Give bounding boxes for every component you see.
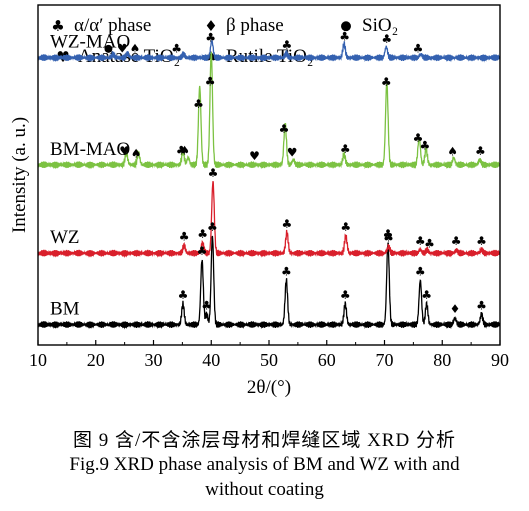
- peak-marker-alpha-phase: ♣: [424, 237, 435, 251]
- peak-marker-alpha-phase: ♣: [415, 264, 426, 278]
- peak-marker-alpha-phase: ♣: [383, 227, 394, 241]
- peak-marker-alpha-phase: ♣: [178, 288, 189, 302]
- series-label-bm: BM: [50, 299, 80, 320]
- peak-marker-alpha-phase: ♣: [201, 298, 212, 312]
- peak-marker-alpha-phase: ♣: [381, 75, 392, 89]
- peak-marker-alpha-phase: ♣: [476, 298, 487, 312]
- series-line-bm: [37, 235, 501, 330]
- peak-marker-alpha-phase: ♣: [208, 166, 219, 180]
- x-tick-label: 90: [491, 350, 509, 370]
- peak-marker-alpha-phase: ♣: [282, 38, 293, 52]
- x-tick-label: 50: [260, 350, 278, 370]
- peak-marker-alpha-phase: ♣: [420, 139, 431, 153]
- peak-marker-alpha-phase: ♣: [475, 144, 486, 158]
- figure-caption-en-line2: without coating: [205, 479, 324, 500]
- peak-marker-beta-phase: ♦: [450, 302, 461, 316]
- peak-marker-anatase: ♥: [117, 42, 128, 56]
- series-label-bm-mao: BM-MAO: [50, 139, 130, 160]
- legend-item-beta-phase: ♦ β phase: [204, 15, 283, 36]
- peak-marker-alpha-phase: ♣: [176, 143, 187, 157]
- peak-marker-alpha-phase: ♣: [205, 30, 216, 44]
- legend-label: SiO₂: [362, 15, 398, 36]
- legend-label: α/α′ phase: [74, 15, 151, 36]
- x-tick-label: 30: [145, 350, 163, 370]
- figure-caption-en-line1: Fig.9 XRD phase analysis of BM and WZ wi…: [69, 454, 460, 475]
- peak-marker-alpha-phase: ♣: [340, 288, 351, 302]
- peak-marker-alpha-phase: ♣: [413, 131, 424, 145]
- sio2-icon: [341, 21, 351, 32]
- peak-marker-alpha-phase: ♣: [421, 288, 432, 302]
- peak-marker-alpha-phase: ♣: [339, 29, 350, 43]
- x-tick-label: 40: [202, 350, 220, 370]
- x-tick-label: 10: [29, 350, 47, 370]
- peak-marker-alpha-phase: ♣: [197, 244, 208, 258]
- peak-marker-alpha-phase: ♣: [281, 264, 292, 278]
- figure-caption-en: Fig.9 XRD phase analysis of BM and WZ wi…: [0, 452, 529, 502]
- peak-marker-alpha-phase: ♣: [279, 122, 290, 136]
- x-tick-label: 70: [376, 350, 394, 370]
- peak-marker-anatase: ♥: [119, 144, 130, 158]
- peak-marker-alpha-phase: ♣: [207, 220, 218, 234]
- peak-marker-alpha-phase: ♣: [383, 230, 394, 244]
- series-line-bm-mao: [37, 52, 501, 170]
- figure-caption-zh: 图 9 含/不含涂层母材和焊缝区域 XRD 分析: [73, 430, 456, 451]
- beta-phase-icon: ♦: [204, 17, 217, 35]
- peak-marker-alpha-phase: ♣: [193, 97, 204, 111]
- alpha-phase-icon: ♣: [51, 17, 64, 35]
- x-tick-label: 80: [433, 350, 451, 370]
- peak-marker-rutile: ♠: [131, 147, 142, 161]
- series-label-wz: WZ: [50, 227, 80, 248]
- legend: ♣ α/α′ phase ♦ β phase SiO₂♥ Anatase TiO₂ ♠ Rut…: [51, 15, 398, 67]
- peak-marker-rutile: ♠: [447, 144, 458, 158]
- y-axis-label: Intensity (a. u.): [9, 117, 30, 233]
- series-line-wz: [37, 181, 501, 259]
- legend-item-alpha-phase: ♣ α/α′ phase: [51, 15, 151, 36]
- peak-marker-anatase: ♥: [287, 145, 298, 159]
- peak-markers: ♣♣♣♣♣♣♣♣♣♦ ♣♣ ♣♣♣ ♣♣ ♣♣ ♣ ♣♥ ♠ ♣♠♣♣♥♣♥ ♣♣♣♣ ♠ ♣♥ ♠ ♣♣…: [104, 29, 487, 316]
- xrd-chart: ♣ α/α′ phase ♦ β phase SiO₂♥ Anatase TiO₂ ♠ Rut…: [9, 4, 509, 398]
- peak-marker-alpha-phase: ♣: [381, 32, 392, 46]
- peak-marker-alpha-phase: ♣: [451, 234, 462, 248]
- peak-marker-alpha-phase: ♣: [413, 41, 424, 55]
- peak-marker-alpha-phase: ♣: [197, 227, 208, 241]
- peak-marker-alpha-phase: ♣: [179, 230, 190, 244]
- peak-marker-rutile: ♠: [130, 42, 141, 56]
- peak-marker-alpha-phase: ♣: [340, 142, 351, 156]
- legend-label: β phase: [226, 15, 284, 36]
- x-tick-label: 60: [318, 350, 336, 370]
- peak-marker-alpha-phase: ♣: [282, 217, 293, 231]
- peak-marker-alpha-phase: ♣: [340, 220, 351, 234]
- peak-marker-alpha-phase: ♣: [476, 234, 487, 248]
- legend-item-sio2: SiO₂: [341, 15, 398, 36]
- x-axis-label: 2θ/(°): [247, 377, 291, 398]
- peak-marker-alpha-phase: ♣: [205, 75, 216, 89]
- peak-marker-sio2: [104, 44, 113, 53]
- peak-marker-anatase: ♥: [249, 149, 260, 163]
- peak-marker-alpha-phase: ♣: [415, 234, 426, 248]
- peak-marker-alpha-phase: ♣: [171, 42, 182, 56]
- axes: 10 20 30 40 50 60 70 80 90 2θ/(°) Intensity (a. u.…: [9, 4, 509, 398]
- peak-marker-rutile: ♠: [179, 143, 190, 157]
- x-tick-label: 20: [87, 350, 105, 370]
- series-line-wz-mao: [37, 39, 501, 63]
